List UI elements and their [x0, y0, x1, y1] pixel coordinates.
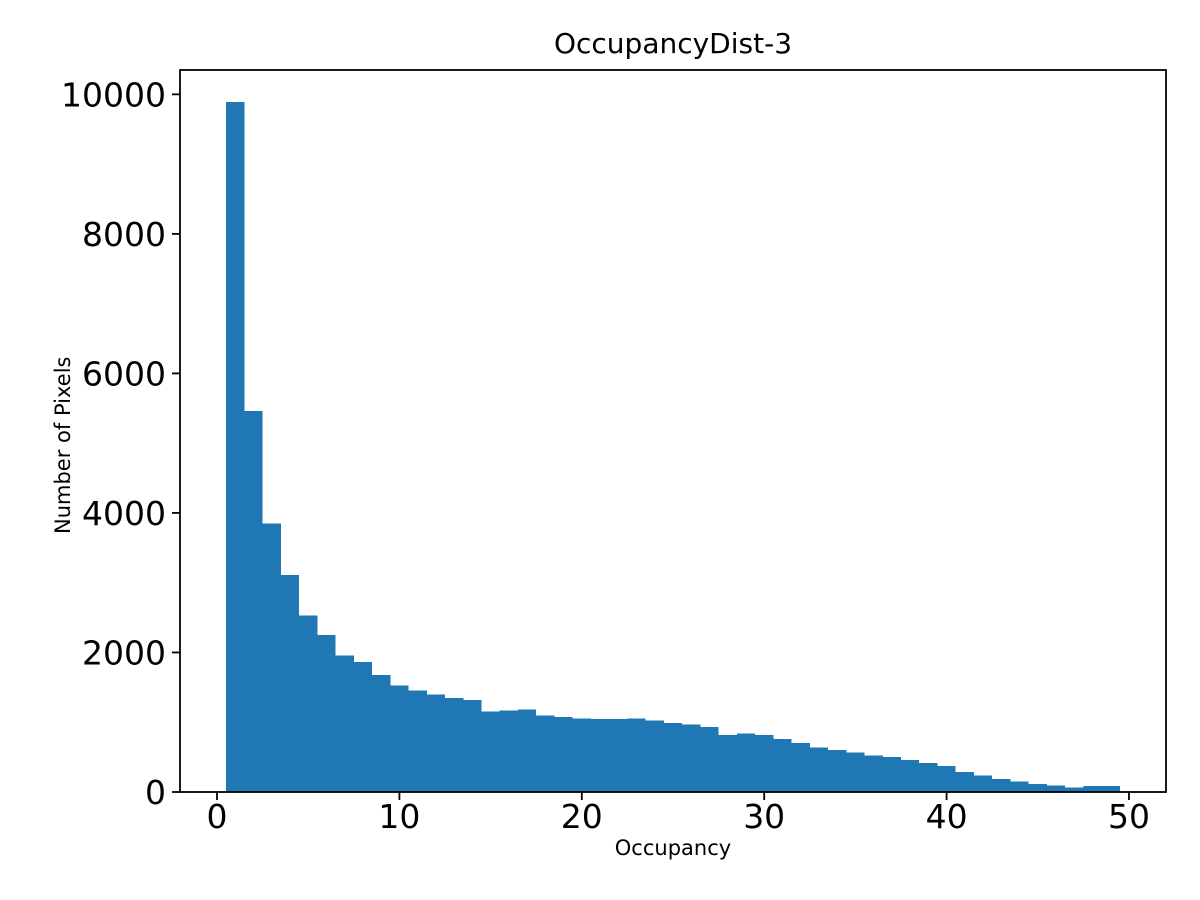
histogram-bar	[244, 411, 263, 792]
histogram-bar	[645, 720, 664, 792]
histogram-bar	[736, 733, 756, 792]
histogram-bar	[572, 718, 591, 792]
histogram-bar	[1028, 783, 1047, 792]
histogram-bar	[609, 718, 628, 792]
histogram-bar	[299, 615, 318, 792]
histogram-bar	[499, 710, 518, 792]
histogram-bar	[846, 752, 865, 792]
histogram-bar	[937, 765, 956, 792]
chart-title: OccupancyDist-3	[553, 27, 793, 60]
y-tick-label: 6000	[82, 354, 166, 393]
histogram-bar	[809, 747, 829, 792]
histogram-bar	[882, 757, 901, 792]
histogram-bar	[1101, 786, 1120, 792]
x-tick-label: 40	[926, 797, 968, 836]
histogram-bar	[335, 655, 354, 792]
histogram-bar	[900, 759, 920, 792]
histogram-bar	[445, 698, 464, 792]
histogram-bar	[718, 734, 737, 792]
histogram-bar	[353, 662, 373, 792]
histogram-bar	[864, 755, 883, 792]
histogram-bar	[663, 722, 683, 792]
histogram-bar	[828, 750, 847, 792]
histogram-bar	[481, 711, 500, 792]
histogram-bar	[317, 635, 336, 792]
histogram-bar	[1010, 781, 1029, 792]
histogram-bar	[955, 772, 974, 792]
histogram-bar	[1065, 787, 1084, 792]
histogram-bar	[536, 715, 555, 792]
histogram-bar	[372, 675, 391, 792]
histogram-bar	[791, 743, 810, 792]
x-axis-label: Occupancy	[614, 836, 732, 860]
histogram-bar	[973, 775, 993, 792]
y-tick-label: 10000	[61, 75, 166, 114]
y-tick-label: 2000	[82, 633, 166, 672]
y-tick-label: 4000	[82, 494, 166, 533]
x-tick-label: 10	[378, 797, 420, 836]
x-tick-label: 0	[207, 797, 228, 836]
histogram-bar	[919, 763, 938, 792]
x-tick-label: 20	[561, 797, 603, 836]
histogram-bar	[627, 718, 646, 792]
histogram-bar	[426, 694, 446, 792]
histogram-bar	[554, 717, 573, 792]
histogram-bar	[262, 523, 281, 792]
histogram-bar	[1083, 786, 1102, 792]
histogram-bar	[992, 779, 1011, 792]
histogram-bar	[280, 575, 300, 792]
histogram-bar	[1046, 785, 1066, 792]
x-tick-label: 30	[743, 797, 785, 836]
histogram-bar	[226, 102, 245, 792]
histogram-bar	[517, 709, 537, 792]
histogram-bar	[773, 738, 792, 792]
histogram-bar	[590, 719, 610, 792]
y-tick-label: 8000	[82, 215, 166, 254]
histogram-bar	[755, 735, 774, 792]
histogram-bar	[408, 690, 427, 792]
histogram-bar	[463, 699, 482, 792]
histogram-bar	[390, 685, 409, 792]
histogram-bar	[700, 727, 719, 792]
plot-frame	[179, 69, 1167, 793]
histogram-bar	[682, 724, 701, 792]
x-tick-label: 50	[1108, 797, 1150, 836]
y-tick-label: 0	[145, 773, 166, 812]
